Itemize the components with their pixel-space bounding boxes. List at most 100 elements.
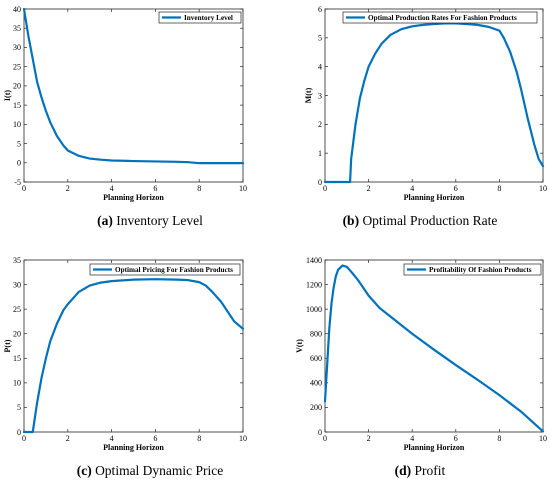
legend-label: Profitability Of Fashion Products	[429, 266, 532, 274]
x-tick-label: 4	[110, 434, 114, 443]
y-tick-label: 1400	[306, 256, 322, 265]
x-tick-label: 4	[410, 434, 414, 443]
caption-tag: (c)	[77, 463, 92, 478]
x-tick-label: 4	[110, 184, 114, 193]
x-tick-label: 6	[454, 184, 458, 193]
plot-area-frame	[324, 259, 544, 433]
caption-text: Optimal Dynamic Price	[92, 463, 224, 478]
y-tick-label: 200	[310, 403, 322, 412]
y-axis-label: M(t)	[304, 87, 313, 103]
y-tick-label: 20	[13, 82, 21, 91]
caption-tag: (b)	[343, 213, 360, 228]
series-line-1	[323, 264, 545, 433]
x-tick-label: 8	[497, 184, 501, 193]
caption-text: Profit	[411, 463, 445, 478]
legend: Inventory Level	[158, 11, 242, 24]
x-tick-label: 10	[239, 184, 247, 193]
legend: Optimal Pricing For Fashion Products	[89, 263, 241, 276]
y-tick-label: 40	[13, 5, 21, 14]
y-tick-label: 30	[13, 280, 21, 289]
y-tick-label: 15	[13, 101, 21, 110]
x-axis-label: Planning Horizon	[103, 193, 164, 202]
x-tick-label: 6	[454, 434, 458, 443]
caption-text: Inventory Level	[113, 213, 203, 228]
panel-caption: (a) Inventory Level	[97, 213, 203, 228]
y-tick-label: 3	[318, 91, 322, 100]
chart-panel-3: 0 2 4 6 8 10 0 5 10 15 20 25 30 35 Planning Horizon P(t…	[3, 256, 247, 478]
y-tick-label: 1	[318, 149, 322, 158]
panel-caption: (c) Optimal Dynamic Price	[77, 463, 224, 478]
series-line-1	[323, 22, 545, 184]
y-tick-label: 6	[318, 5, 322, 14]
legend-box	[342, 11, 538, 24]
x-axis-label: Planning Horizon	[404, 443, 465, 452]
x-tick-label: 8	[197, 184, 201, 193]
x-tick-label: 8	[497, 434, 501, 443]
y-axis-label: I(t)	[3, 90, 12, 101]
x-axis-label: Planning Horizon	[103, 443, 164, 452]
x-tick-label: 2	[66, 434, 70, 443]
x-tick-label: 8	[197, 434, 201, 443]
panel-caption: (d) Profit	[395, 463, 446, 478]
x-tick-label: 0	[323, 184, 327, 193]
y-tick-label: 30	[13, 43, 21, 52]
y-tick-label: 10	[13, 379, 21, 388]
x-tick-label: 2	[367, 184, 371, 193]
plot-area-frame	[324, 8, 544, 183]
y-tick-label: 1200	[306, 280, 322, 289]
x-tick-label: 0	[22, 184, 26, 193]
y-tick-label: 15	[13, 354, 21, 363]
y-tick-label: 0	[318, 428, 322, 437]
x-tick-label: 4	[410, 184, 414, 193]
series-line-1	[22, 7, 245, 165]
x-tick-label: 0	[22, 434, 26, 443]
y-tick-label: 35	[13, 256, 21, 265]
x-tick-label: 2	[66, 184, 70, 193]
x-axis-label: Planning Horizon	[404, 193, 465, 202]
y-tick-label: 0	[17, 428, 21, 437]
legend-label: Inventory Level	[184, 14, 233, 22]
y-axis-label: P(t)	[3, 339, 12, 352]
y-tick-label: 400	[310, 379, 322, 388]
x-tick-label: 10	[539, 434, 547, 443]
y-tick-label: 5	[17, 139, 21, 148]
plot-area-frame	[23, 259, 244, 433]
y-tick-label: 800	[310, 330, 322, 339]
caption-text: Optimal Production Rate	[359, 213, 497, 228]
y-tick-label: 5	[17, 403, 21, 412]
y-tick-label: 25	[13, 305, 21, 314]
y-tick-label: 20	[13, 330, 21, 339]
y-tick-label: 1000	[306, 305, 322, 314]
panel-caption: (b) Optimal Production Rate	[343, 213, 498, 228]
x-tick-label: 6	[153, 434, 157, 443]
legend-box	[89, 263, 241, 276]
y-tick-label: 5	[318, 34, 322, 43]
plot-area-frame	[23, 8, 244, 183]
series-line-1	[22, 278, 245, 434]
y-axis-label: V(t)	[295, 339, 304, 353]
legend: Optimal Production Rates For Fashion Pro…	[342, 11, 538, 24]
legend: Profitability Of Fashion Products	[403, 263, 542, 276]
caption-tag: (d)	[395, 463, 412, 478]
y-tick-label: -5	[14, 178, 21, 187]
legend-label: Optimal Production Rates For Fashion Pro…	[368, 14, 517, 22]
legend-label: Optimal Pricing For Fashion Products	[115, 266, 233, 274]
caption-tag: (a)	[97, 213, 113, 228]
legend-box	[403, 263, 542, 276]
y-tick-label: 25	[13, 62, 21, 71]
y-tick-label: 0	[17, 159, 21, 168]
y-tick-label: 0	[318, 178, 322, 187]
y-tick-label: 600	[310, 354, 322, 363]
x-tick-label: 2	[367, 434, 371, 443]
x-tick-label: 6	[153, 184, 157, 193]
x-tick-label: 0	[323, 434, 327, 443]
legend-box	[158, 11, 242, 24]
chart-panel-4: 0 2 4 6 8 10 0 200 400 600 800 1000 1200 1400 Planning…	[295, 256, 547, 478]
y-tick-label: 10	[13, 120, 21, 129]
x-tick-label: 10	[239, 434, 247, 443]
y-tick-label: 2	[318, 120, 322, 129]
